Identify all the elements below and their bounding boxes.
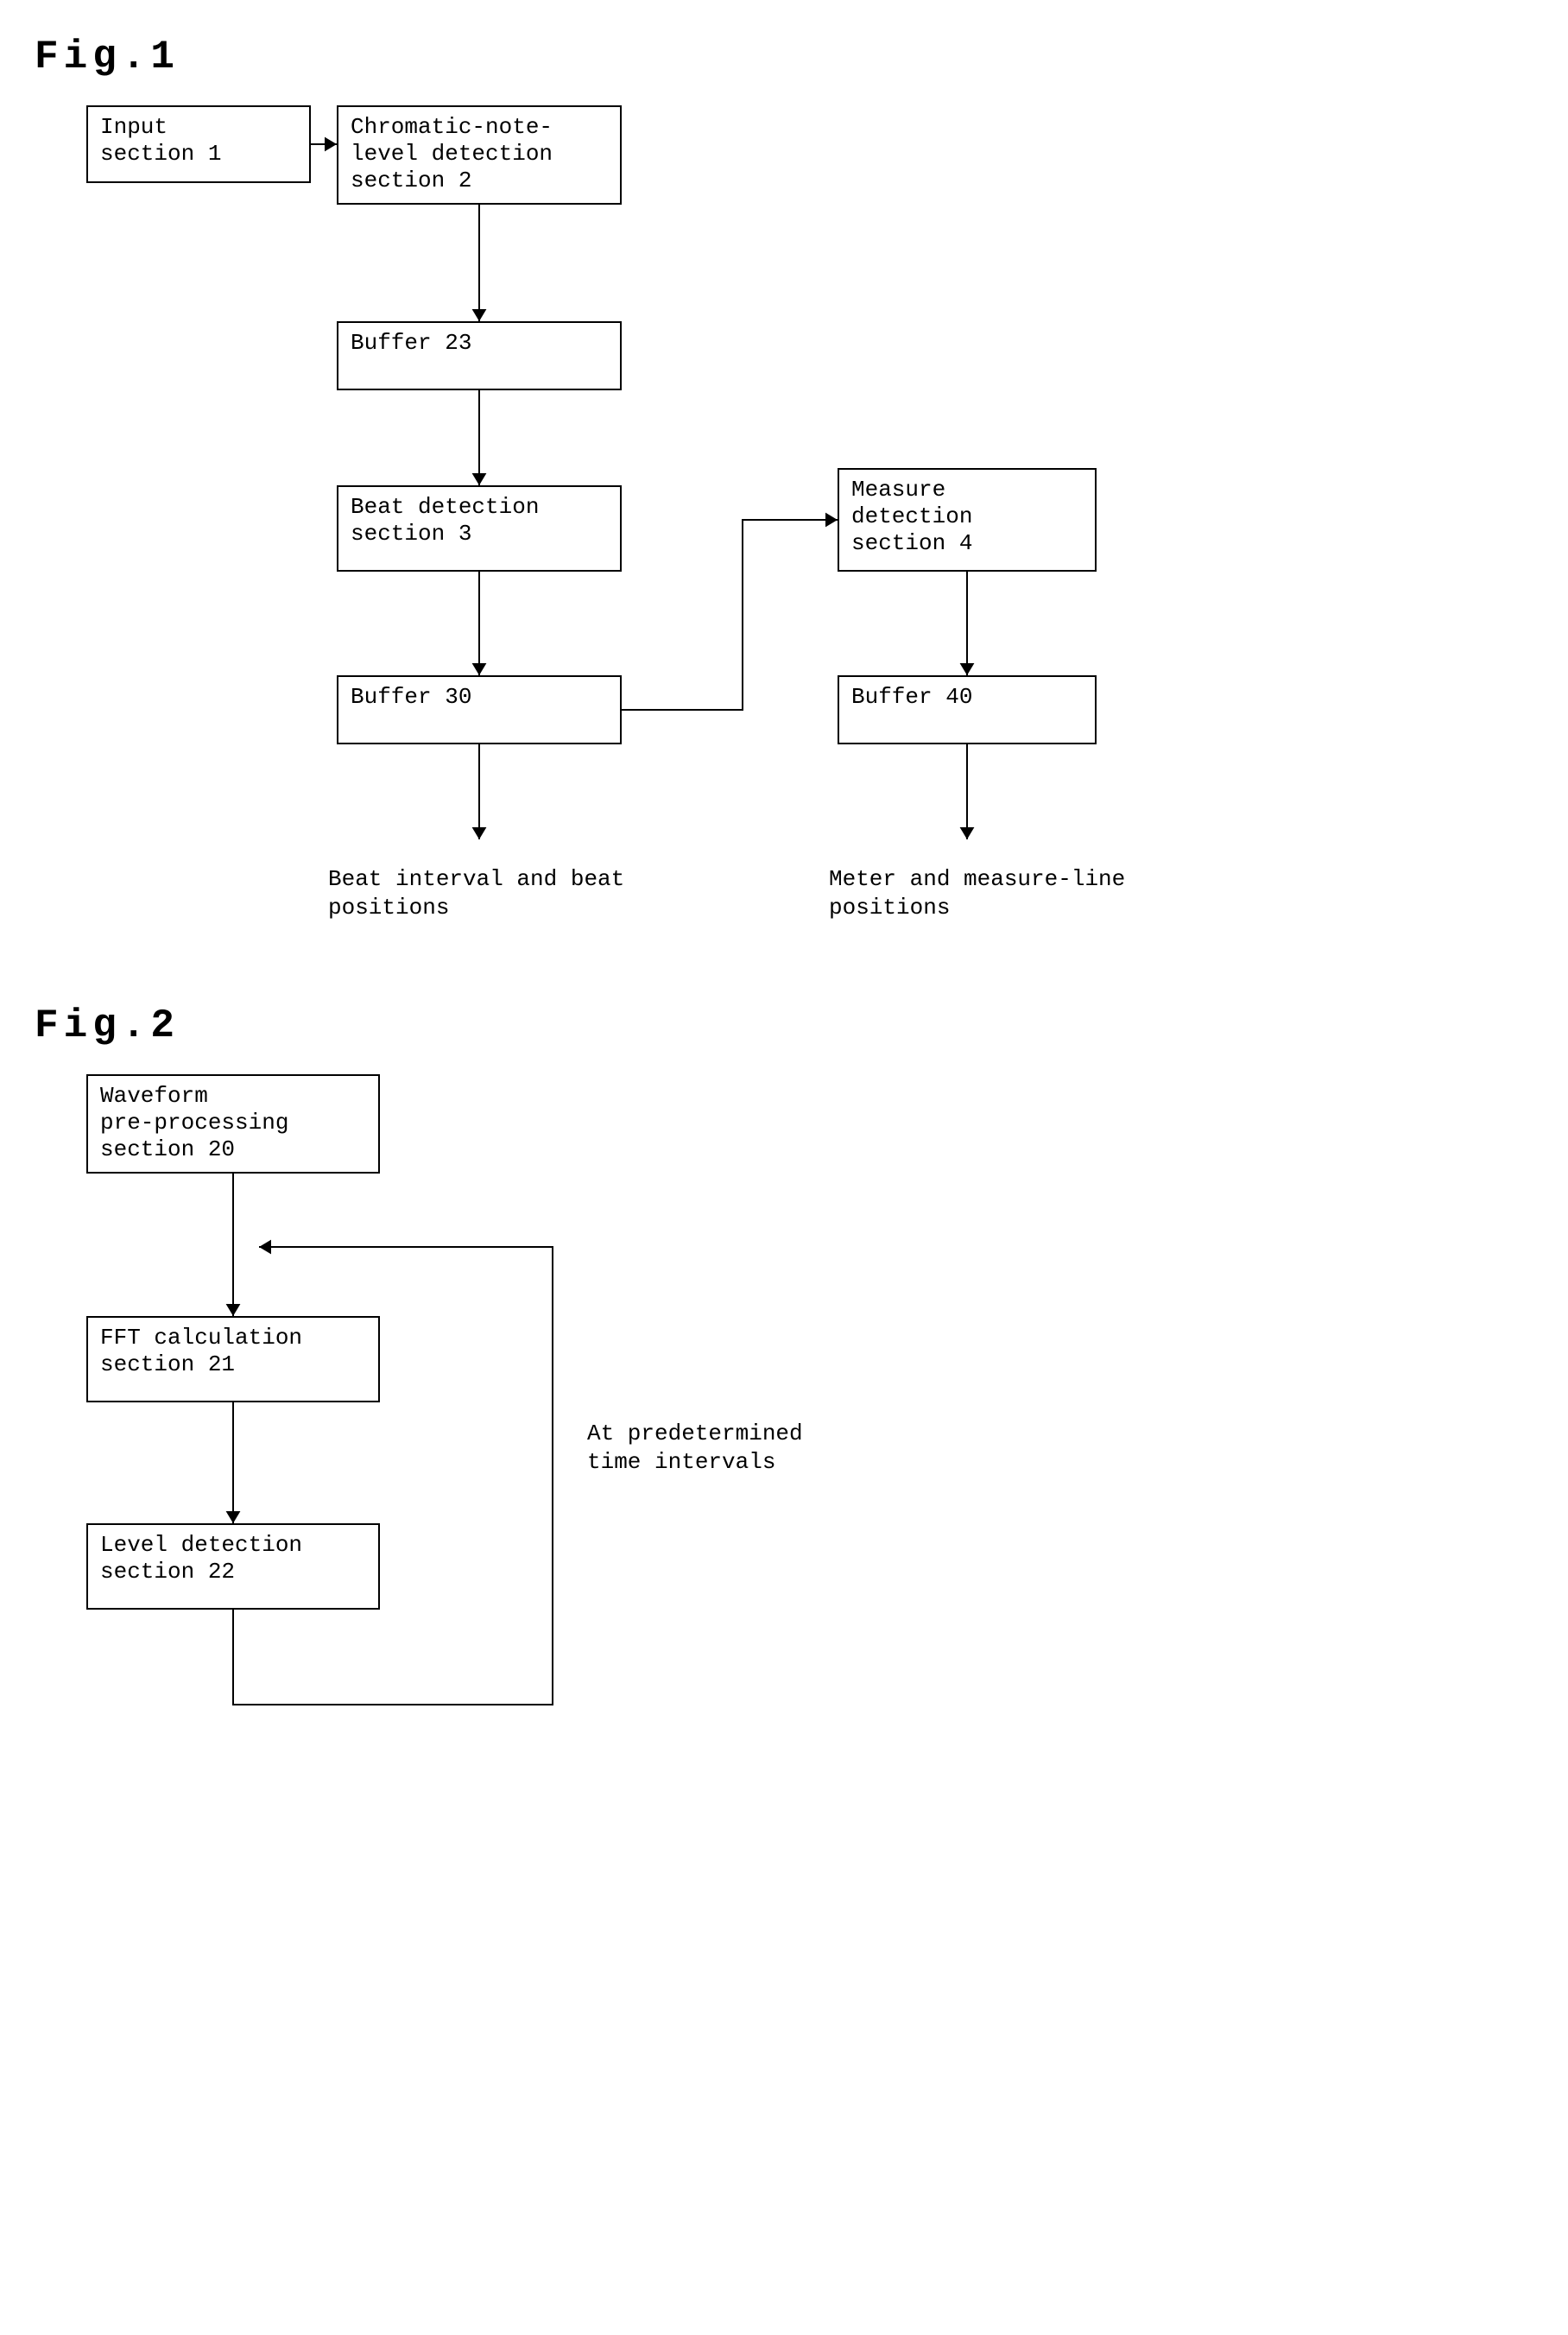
node-buffer30: Buffer 30 xyxy=(337,675,622,744)
fig1-arrows xyxy=(35,105,1416,934)
node-measure: Measure detection section 4 xyxy=(838,468,1097,572)
fig1-title: Fig.1 xyxy=(35,35,1533,79)
node-chromatic: Chromatic-note- level detection section … xyxy=(337,105,622,205)
node-beat: Beat detection section 3 xyxy=(337,485,622,572)
fig1-beat-output-label: Beat interval and beat positions xyxy=(328,865,624,921)
node-input: Input section 1 xyxy=(86,105,311,183)
node-buffer23: Buffer 23 xyxy=(337,321,622,390)
node-fft: FFT calculation section 21 xyxy=(86,1316,380,1402)
fig2-loop-label: At predetermined time intervals xyxy=(587,1420,803,1476)
fig1-diagram: Input section 1 Chromatic-note- level det… xyxy=(35,105,1416,934)
fig2-title: Fig.2 xyxy=(35,1003,1533,1048)
node-level: Level detection section 22 xyxy=(86,1523,380,1610)
node-waveform: Waveform pre-processing section 20 xyxy=(86,1074,380,1174)
fig1-measure-output-label: Meter and measure-line positions xyxy=(829,865,1125,921)
fig2-arrows xyxy=(35,1074,1071,1765)
fig2-diagram: Waveform pre-processing section 20 FFT ca… xyxy=(35,1074,1071,1765)
node-buffer40: Buffer 40 xyxy=(838,675,1097,744)
